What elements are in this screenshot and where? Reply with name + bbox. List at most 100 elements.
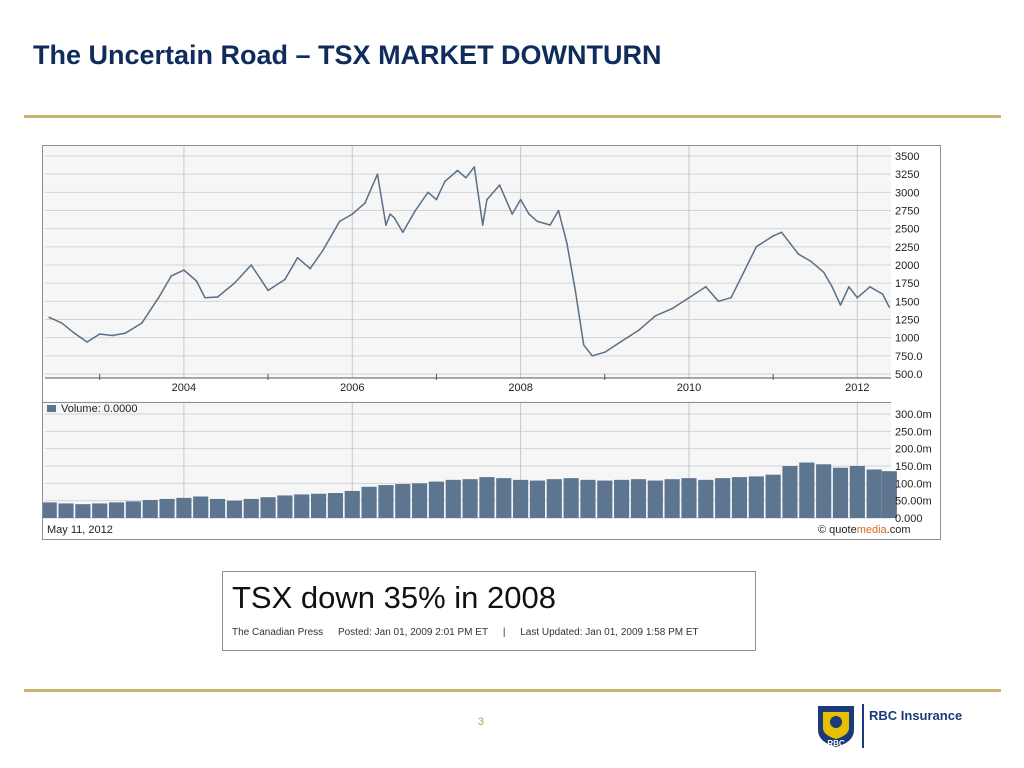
chart-date: May 11, 2012 (47, 524, 113, 536)
volume-bar (193, 496, 209, 518)
price-point (364, 202, 366, 205)
volume-bar (428, 481, 445, 518)
price-point (98, 333, 101, 335)
x-axis-tick-label: 2008 (508, 382, 532, 394)
price-point (705, 286, 707, 288)
volume-axis-tick-label: 100.0m (895, 478, 932, 490)
news-meta: The Canadian Press Posted: Jan 01, 2009 … (232, 627, 711, 638)
price-point (427, 191, 429, 194)
volume-bar (395, 484, 411, 518)
news-separator: | (502, 627, 506, 638)
volume-bar (597, 480, 613, 518)
price-point (456, 169, 459, 172)
news-updated: Last Updated: Jan 01, 2009 1:58 PM ET (520, 627, 699, 638)
volume-bar (159, 498, 175, 518)
volume-bar (782, 466, 798, 518)
price-point (620, 340, 623, 343)
volume-bar (698, 479, 714, 518)
price-axis-tick-label: 3250 (895, 169, 919, 181)
price-point (376, 173, 379, 175)
price-point (435, 198, 438, 201)
volume-bar (209, 498, 226, 518)
price-point (498, 184, 501, 186)
credit-highlight: media (857, 524, 888, 536)
volume-bar (260, 497, 276, 518)
credit-prefix: © quote (818, 524, 857, 536)
price-point (822, 271, 825, 274)
volume-bar (277, 495, 293, 518)
price-point (869, 286, 871, 288)
price-point (839, 304, 842, 306)
price-point (797, 253, 800, 255)
price-point (233, 282, 236, 284)
volume-bar (881, 471, 897, 518)
price-point (86, 341, 88, 343)
price-point (111, 334, 114, 337)
news-headline: TSX down 35% in 2008 (232, 580, 556, 615)
volume-axis-tick-label: 250.0m (895, 426, 932, 438)
price-point (519, 198, 522, 201)
rbc-insurance-logo: RBC RBC Insurance (815, 704, 965, 748)
price-point (536, 220, 539, 223)
price-point (730, 296, 732, 299)
volume-bar (496, 478, 512, 518)
price-axis-tick-label: 500.0 (895, 369, 923, 381)
price-point (351, 213, 354, 215)
news-source: The Canadian Press (232, 627, 324, 638)
volume-bar (513, 479, 529, 518)
price-point (61, 322, 63, 324)
volume-bar (681, 478, 697, 518)
volume-bar (799, 462, 815, 518)
x-axis-tick-label: 2012 (845, 382, 869, 394)
volume-bar (243, 498, 259, 518)
price-point (654, 315, 657, 317)
price-point (73, 332, 76, 335)
price-point (48, 316, 51, 319)
price-axis-tick-label: 2750 (895, 206, 919, 218)
price-point (528, 213, 530, 215)
price-axis-tick-label: 1250 (895, 315, 919, 327)
volume-axis-tick-label: 150.0m (895, 461, 932, 473)
volume-bar (311, 493, 327, 518)
price-point (789, 242, 791, 244)
price-point (157, 296, 160, 299)
price-point (574, 289, 577, 292)
x-axis-tick-label: 2006 (340, 382, 364, 394)
page-number: 3 (478, 716, 485, 728)
price-point (321, 249, 324, 252)
volume-bar (58, 503, 74, 518)
price-point (385, 224, 387, 226)
volume-bar (614, 479, 630, 518)
volume-axis-tick-label: 200.0m (895, 444, 932, 456)
volume-bar (832, 467, 849, 518)
price-point (401, 231, 404, 234)
volume-axis-tick-label: 300.0m (895, 409, 932, 421)
price-point (549, 224, 551, 226)
volume-axis-tick-label: 50.00m (895, 496, 932, 508)
price-point (124, 332, 126, 335)
price-point (389, 213, 391, 215)
logo-divider (862, 704, 864, 748)
price-point (414, 209, 417, 212)
price-point (637, 329, 640, 332)
axis-labels: 3500 3250 3000 2750 2500 2250 2000 1750 1500 1250… (172, 151, 932, 525)
volume-bar (294, 494, 310, 518)
volume-bar (849, 466, 865, 518)
price-point (473, 166, 476, 168)
price-axis-tick-label: 750.0 (895, 351, 923, 363)
price-point (216, 296, 219, 298)
price-point (831, 286, 833, 288)
price-axis-tick-label: 3000 (895, 187, 919, 199)
price-point (881, 293, 884, 295)
x-axis-tick-label: 2004 (172, 382, 196, 394)
price-point (309, 267, 311, 270)
volume-bar (816, 464, 832, 518)
price-point (284, 278, 286, 281)
price-point (204, 296, 206, 299)
volume-bars (43, 462, 897, 518)
price-point (481, 224, 484, 226)
price-point (267, 289, 269, 292)
rbc-lion-shield-icon: RBC (818, 706, 854, 748)
price-point (591, 355, 593, 357)
volume-bar (361, 486, 377, 518)
